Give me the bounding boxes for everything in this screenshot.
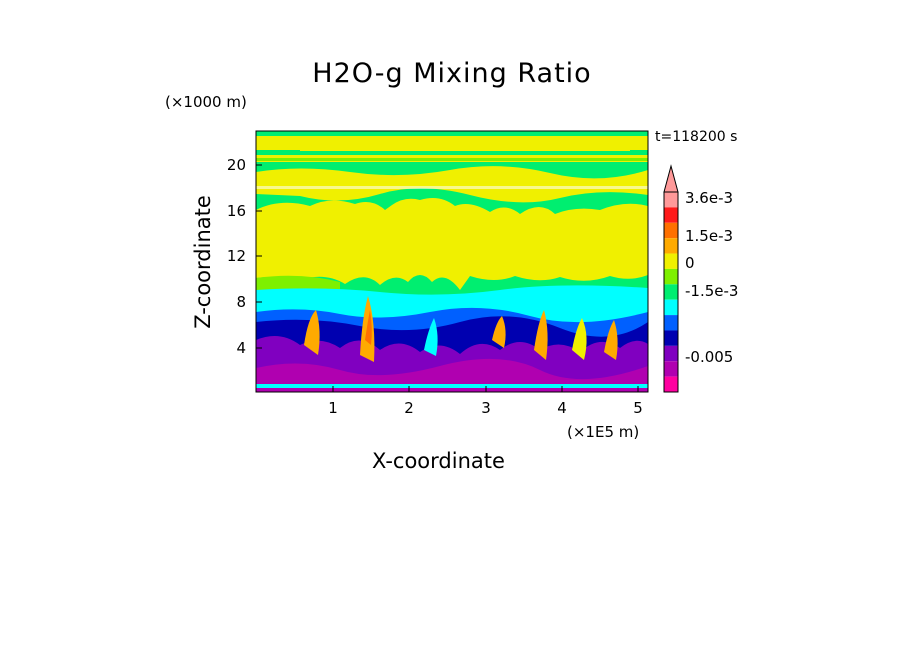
- x-axis-unit: (×1E5 m): [567, 423, 640, 441]
- plume: [572, 318, 587, 360]
- plume: [492, 316, 506, 348]
- colorbar-segment: [664, 315, 678, 331]
- x-axis-label: X-coordinate: [372, 449, 505, 473]
- colorbar: [663, 164, 679, 393]
- colorbar-segment: [664, 361, 678, 377]
- colorbar-frame: [663, 191, 679, 393]
- contour-field: [256, 131, 648, 392]
- plume: [365, 310, 372, 345]
- y-axis-unit: (×1000 m): [165, 93, 247, 111]
- colorbar-label: -1.5e-3: [685, 282, 739, 300]
- y-tick-label: 4: [236, 339, 246, 357]
- plot-frame: [255, 130, 649, 393]
- y-tick-label: 12: [226, 247, 246, 265]
- colorbar-label: 0: [685, 254, 695, 272]
- colorbar-arrow: [663, 164, 679, 193]
- colorbar-segment: [664, 222, 678, 239]
- colorbar-segment: [664, 238, 678, 254]
- thin-band: [256, 158, 648, 161]
- colorbar-segment: [664, 284, 678, 300]
- colorbar-segment: [664, 207, 678, 223]
- y-tick-label: 20: [226, 156, 246, 174]
- colorbar-segment: [664, 268, 678, 285]
- colorbar-segment: [664, 345, 678, 362]
- x-tick-label: 4: [557, 399, 567, 417]
- colorbar-label: 1.5e-3: [685, 227, 734, 245]
- yellow-mass: [256, 198, 648, 290]
- colorbar-segment: [664, 192, 678, 208]
- time-label: t=118200 s: [655, 129, 738, 145]
- upper-band: [300, 146, 630, 151]
- magenta-layer: [256, 358, 648, 392]
- colorbar-label: 3.6e-3: [685, 189, 734, 207]
- colorbar-segment: [664, 253, 678, 269]
- thin-band: [256, 186, 648, 189]
- colorbar-label: -0.005: [685, 348, 734, 366]
- plume: [304, 310, 320, 355]
- x-tick-label: 1: [328, 399, 338, 417]
- colorbar-segment: [664, 376, 678, 392]
- chart-title: H2O-g Mixing Ratio: [312, 58, 592, 89]
- axis-ticks: [256, 164, 639, 392]
- surface-band: [256, 384, 648, 388]
- colorbar-segment: [664, 330, 678, 346]
- upper-band: [256, 166, 648, 203]
- plume: [604, 320, 618, 360]
- x-tick-label: 2: [404, 399, 414, 417]
- plume: [424, 318, 438, 356]
- x-tick-label: 5: [633, 399, 643, 417]
- y-tick-label: 8: [236, 293, 246, 311]
- thin-band: [256, 275, 340, 292]
- plume: [534, 310, 548, 360]
- colorbar-segment: [664, 299, 678, 316]
- x-tick-label: 3: [481, 399, 491, 417]
- y-tick-label: 16: [226, 202, 246, 220]
